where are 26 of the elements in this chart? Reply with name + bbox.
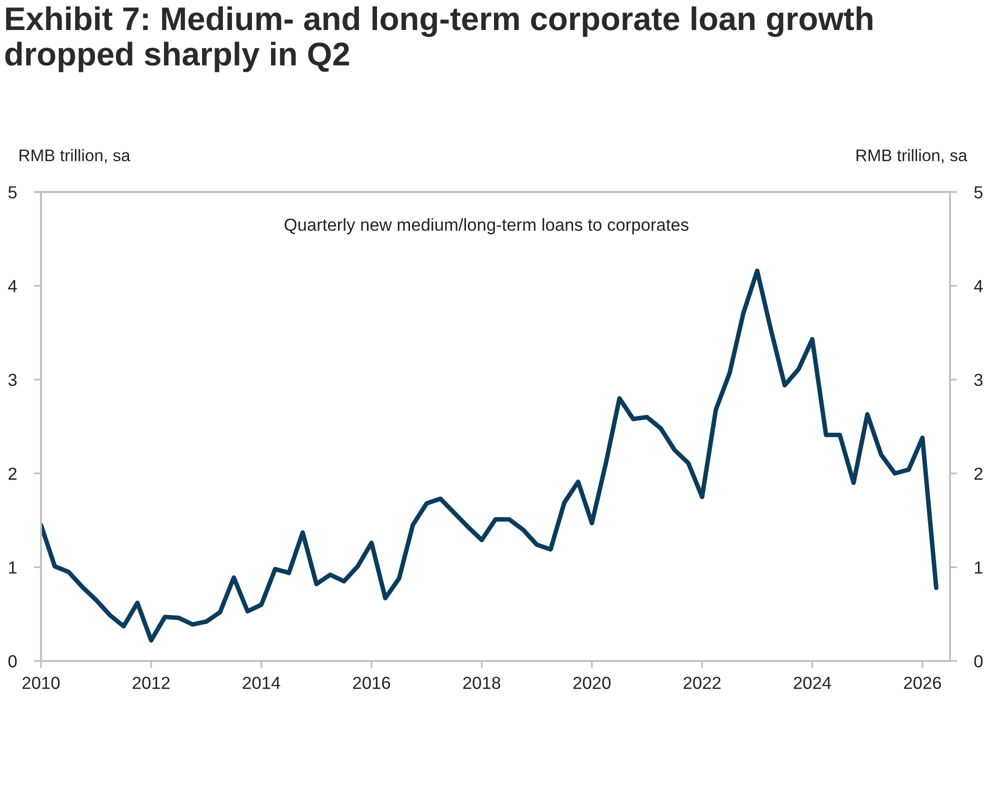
x-tick-label: 2010: [22, 676, 60, 690]
y2-tick-label: 3: [974, 374, 983, 386]
y2-axis-title: RMB trillion, sa: [856, 149, 968, 164]
chart-title: Exhibit 7: Medium- and long-term corporate loan growth dropped sharply in Q2: [5, 6, 872, 72]
y2-tick-label: 1: [974, 562, 982, 574]
x-tick-label: 2016: [353, 676, 390, 690]
y2-tick-label: 4: [974, 280, 983, 292]
x-tick-label: 2020: [573, 676, 611, 690]
y-axis-title: RMB trillion, sa: [20, 149, 130, 164]
annotation: Quarterly new medium/long-term loans to corporates: [284, 218, 688, 234]
y-tick-label: 4: [8, 280, 17, 292]
x-tick-label: 2018: [463, 676, 500, 690]
x-tick-label: 2022: [684, 676, 721, 690]
x-tick-label: 2024: [794, 676, 832, 690]
y2-tick-label: 0: [974, 655, 983, 668]
y-tick-label: 2: [8, 468, 17, 480]
x-tick-label: 2012: [132, 676, 170, 690]
y2-tick-label: 2: [974, 468, 982, 480]
y-tick-label: 3: [8, 374, 17, 386]
line-series: [40, 268, 938, 643]
y-tick-label: 5: [8, 186, 17, 198]
y-tick-label: 0: [8, 655, 17, 668]
y2-tick-label: 5: [974, 186, 983, 198]
y-tick-label: 1: [9, 562, 17, 574]
x-tick-label: 2014: [242, 676, 280, 690]
x-tick-label: 2026: [904, 676, 942, 690]
